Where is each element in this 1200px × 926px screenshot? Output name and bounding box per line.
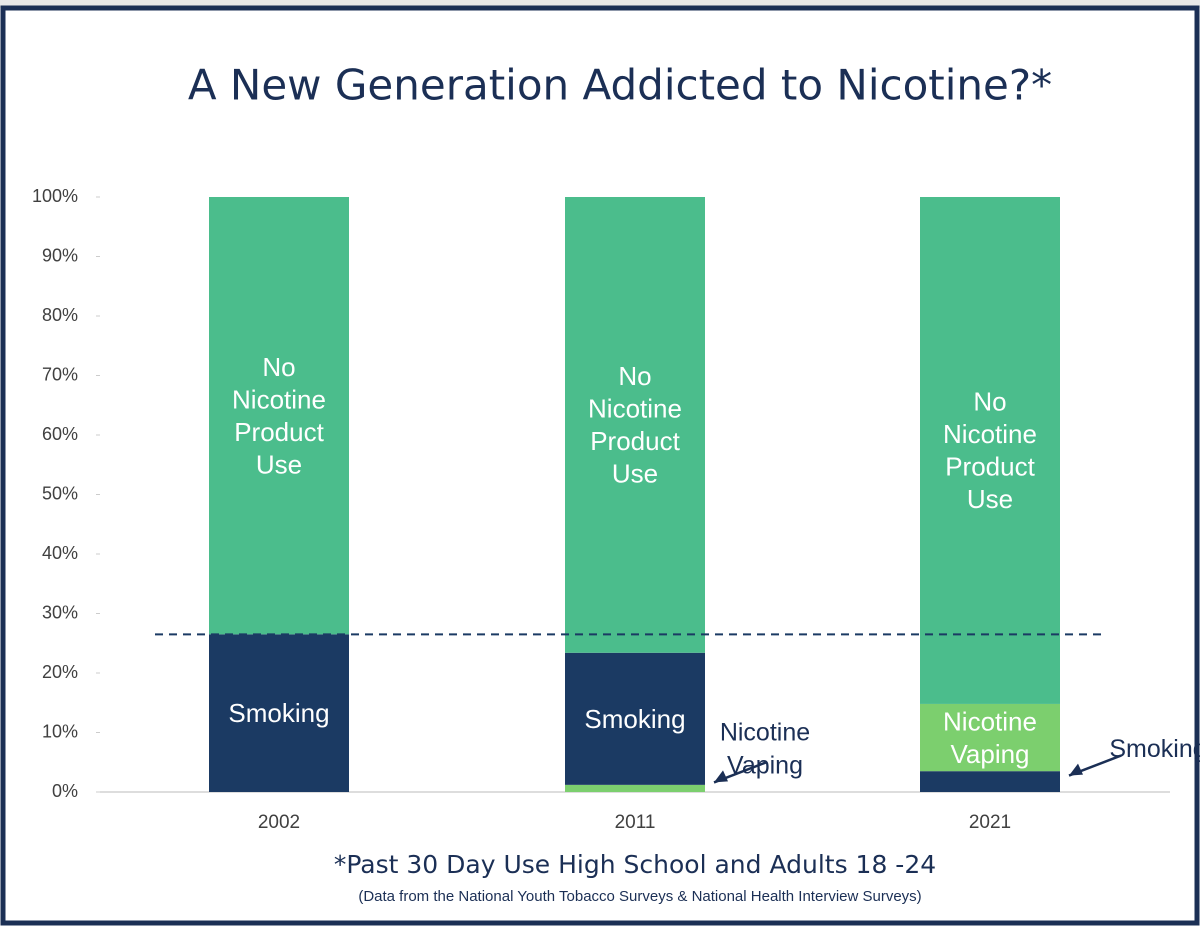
callout-label: Smoking: [1109, 735, 1200, 763]
y-tick-label: 70%: [42, 364, 78, 384]
callout-arrowhead: [714, 770, 728, 783]
y-tick-label: 100%: [32, 186, 78, 206]
segment-label: Smoking: [584, 704, 685, 734]
x-tick-label: 2021: [969, 812, 1011, 833]
segment-label: No Nicotine Product Use: [943, 387, 1037, 514]
y-tick-label: 10%: [42, 721, 78, 741]
y-tick-label: 60%: [42, 424, 78, 444]
y-tick-label: 20%: [42, 662, 78, 682]
bar-segment: [565, 197, 705, 653]
bar-segment: [920, 703, 1060, 772]
y-tick-label: 50%: [42, 483, 78, 503]
segment-label: No Nicotine Product Use: [588, 361, 682, 489]
subtitle: *Past 30 Day Use High School and Adults …: [334, 850, 936, 879]
top-strip: [0, 0, 1200, 8]
bar-segment: [920, 197, 1060, 704]
x-tick-label: 2011: [615, 812, 656, 833]
segment-label: No Nicotine Product Use: [232, 352, 326, 480]
y-tick-label: 40%: [42, 543, 78, 563]
y-tick-label: 90%: [42, 245, 78, 265]
bar-segment: [920, 771, 1060, 792]
bar-segment: [565, 652, 705, 785]
x-tick-label: 2002: [258, 812, 300, 833]
y-tick-label: 30%: [42, 602, 78, 622]
segment-label: Nicotine Vaping: [943, 706, 1037, 769]
y-tick-label: 0%: [52, 781, 78, 801]
bar-segment: [565, 784, 705, 792]
y-tick-label: 80%: [42, 305, 78, 325]
segment-label: Smoking: [228, 698, 329, 728]
bar-segment: [209, 197, 349, 635]
bar-segment: [209, 634, 349, 792]
chart-title: A New Generation Addicted to Nicotine?*: [188, 61, 1052, 110]
callout-label: Nicotine Vaping: [720, 718, 810, 779]
callout-arrowhead: [1069, 763, 1083, 776]
source-note: (Data from the National Youth Tobacco Su…: [358, 888, 921, 905]
